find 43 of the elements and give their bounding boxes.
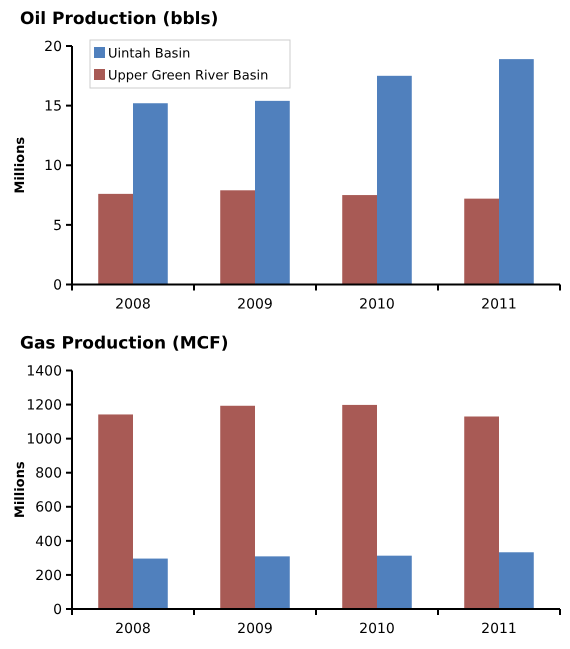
y-axis-title: Millions bbox=[13, 461, 28, 518]
x-tick-label: 2008 bbox=[115, 296, 151, 312]
y-tick-label: 10 bbox=[44, 158, 62, 174]
bar bbox=[220, 406, 255, 609]
x-tick-label: 2011 bbox=[481, 621, 517, 637]
y-tick-label: 20 bbox=[44, 38, 62, 55]
y-tick-label: 0 bbox=[53, 277, 62, 294]
bar bbox=[377, 76, 412, 284]
bar bbox=[98, 194, 133, 284]
x-tick-label: 2008 bbox=[115, 621, 151, 637]
bar bbox=[255, 100, 290, 284]
y-tick-label: 600 bbox=[35, 500, 62, 516]
bar bbox=[499, 59, 534, 284]
y-tick-label: 5 bbox=[53, 218, 62, 234]
x-tick-label: 2010 bbox=[359, 621, 395, 637]
y-tick-label: 400 bbox=[35, 534, 62, 550]
bar bbox=[464, 416, 499, 609]
bar bbox=[133, 558, 168, 609]
bar bbox=[342, 404, 377, 609]
y-tick-label: 1200 bbox=[26, 397, 62, 414]
bar bbox=[342, 195, 377, 284]
x-tick-label: 2009 bbox=[237, 621, 273, 637]
bar bbox=[464, 198, 499, 284]
bar bbox=[98, 414, 133, 609]
y-tick-label: 0 bbox=[53, 602, 62, 618]
legend-label: Uintah Basin bbox=[108, 46, 190, 62]
y-axis-title: Millions bbox=[13, 136, 28, 194]
chart-title: Gas Production (MCF) bbox=[20, 334, 229, 354]
x-tick-label: 2009 bbox=[237, 296, 273, 312]
y-tick-label: 1400 bbox=[26, 363, 62, 380]
x-tick-label: 2010 bbox=[359, 296, 395, 312]
y-tick-label: 800 bbox=[35, 466, 62, 482]
y-tick-label: 1000 bbox=[26, 432, 62, 448]
chart-title: Oil Production (bbls) bbox=[20, 9, 218, 29]
y-tick-label: 200 bbox=[35, 568, 62, 584]
y-tick-label: 15 bbox=[44, 98, 62, 115]
bar bbox=[377, 556, 412, 609]
legend-label: Upper Green River Basin bbox=[108, 68, 268, 84]
x-tick-label: 2011 bbox=[481, 296, 517, 312]
bar bbox=[220, 190, 255, 284]
bar bbox=[255, 556, 290, 609]
bar bbox=[499, 552, 534, 609]
bar bbox=[133, 103, 168, 284]
